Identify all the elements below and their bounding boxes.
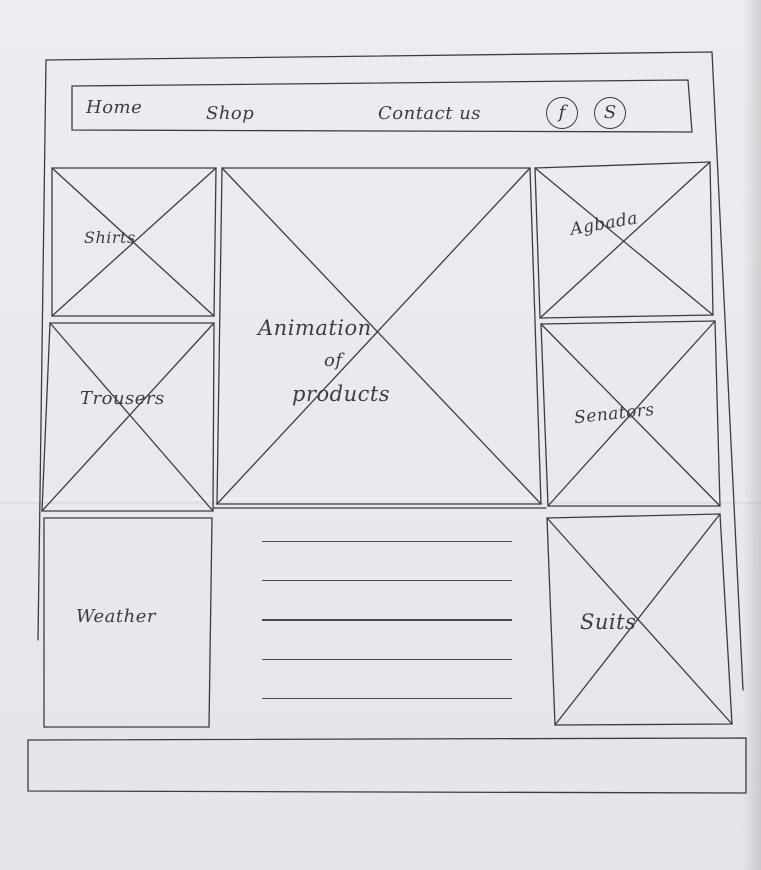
paper-fold [0, 498, 761, 504]
footer-bar [27, 737, 747, 794]
text-line [262, 619, 512, 621]
text-lines-block [262, 541, 512, 737]
label-weather: Weather [76, 606, 156, 627]
label-shirts: Shirts [84, 228, 136, 247]
nav-home[interactable]: Home [86, 97, 143, 118]
label-trousers: Trousers [80, 388, 165, 409]
text-line [262, 580, 512, 582]
nav-contact-us[interactable]: Contact us [378, 103, 482, 124]
outer-frame [37, 51, 744, 691]
animation-placeholder [216, 167, 542, 505]
facebook-icon[interactable]: f [546, 97, 578, 129]
suits-placeholder [546, 513, 733, 726]
label-suits: Suits [580, 610, 637, 634]
text-line [262, 541, 512, 543]
label-animation: Animation [258, 316, 372, 340]
text-line [262, 697, 512, 699]
senators-placeholder [540, 320, 721, 507]
trousers-placeholder [41, 322, 215, 512]
nav-shop[interactable]: Shop [206, 103, 255, 124]
label-of: of [324, 350, 343, 371]
label-products: products [292, 382, 391, 406]
text-line [262, 658, 512, 660]
shirts-placeholder [51, 167, 217, 317]
agbada-placeholder [534, 161, 714, 319]
paper-edge-shadow [743, 0, 761, 870]
header-bar [71, 79, 693, 133]
weather-placeholder [43, 517, 213, 728]
social-s-icon[interactable]: S [594, 97, 626, 129]
